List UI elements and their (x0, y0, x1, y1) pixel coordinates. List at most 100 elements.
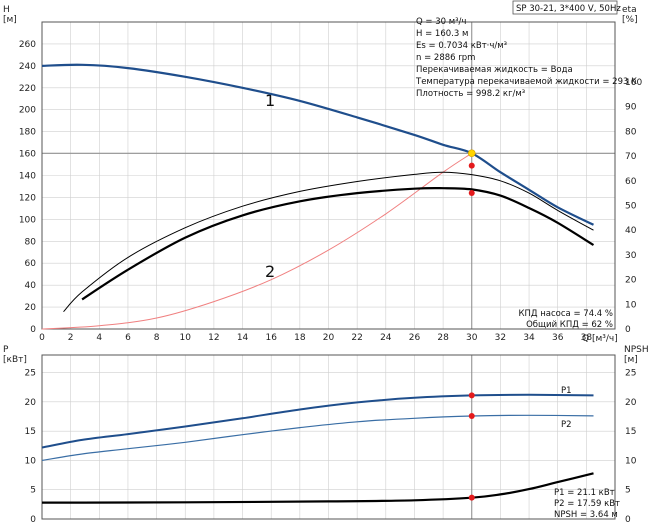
head-axis-label: H (3, 5, 10, 15)
eta-tick-label: 80 (625, 127, 637, 137)
eta-tick-label: 70 (625, 152, 637, 162)
head-tick-label: 100 (19, 215, 36, 225)
head-tick-label: 140 (19, 172, 36, 182)
x-tick-label: 8 (154, 333, 160, 343)
head-chart-curves (41, 63, 595, 330)
power-axis-label: P (3, 345, 9, 355)
curve-label-head: 1 (265, 91, 275, 110)
eta-tick-label: 30 (625, 251, 637, 261)
head-axis-unit: [м] (3, 15, 17, 25)
eta-tick-label: 40 (625, 226, 637, 236)
power-tick-label: 5 (30, 486, 36, 496)
x-tick-label: 16 (265, 333, 277, 343)
head-tick-label: 240 (19, 62, 36, 72)
pump-efficiency-note: КПД насоса = 74.4 % (518, 309, 613, 319)
npsh-tick-label: 5 (625, 486, 631, 496)
x-tick-label: 6 (125, 333, 131, 343)
duty-point-marker (468, 162, 475, 169)
x-tick-label: 36 (552, 333, 564, 343)
series-label-p1: P1 (561, 386, 572, 396)
power-tick-label: 15 (25, 427, 36, 437)
x-tick-label: 26 (409, 333, 421, 343)
power-tick-label: 10 (25, 456, 37, 466)
info-line: Es = 0.7034 кВт·ч/м³ (416, 41, 507, 51)
head-tick-label: 80 (25, 237, 37, 247)
head-tick-label: 200 (19, 106, 36, 116)
eta-axis-unit: [%] (622, 15, 638, 25)
npsh-curve (41, 472, 594, 504)
head-tick-label: 60 (25, 259, 37, 269)
duty-point-marker (467, 149, 476, 158)
x-tick-label: 38 (581, 333, 593, 343)
eta-tick-label: 0 (625, 325, 631, 335)
power-tick-label: 0 (30, 515, 36, 525)
npsh-tick-label: 10 (625, 456, 637, 466)
x-tick-label: 24 (380, 333, 392, 343)
x-tick-label: 14 (237, 333, 249, 343)
system-curve (41, 152, 473, 330)
p2-power-curve (41, 414, 594, 461)
eta-tick-label: 50 (625, 202, 637, 212)
info-line: Температура перекачиваемой жидкости = 29… (415, 77, 637, 87)
p2-note: P2 = 17.59 кВт (554, 499, 620, 509)
pump-title-box (512, 0, 618, 15)
x-tick-label: 0 (39, 333, 45, 343)
duty-point-marker (468, 392, 475, 399)
duty-point-marker (468, 494, 475, 501)
power-tick-label: 20 (25, 398, 37, 408)
head-tick-label: 160 (19, 150, 36, 160)
x-tick-label: 4 (96, 333, 102, 343)
operating-info: Q = 30 м³/ч H = 160.3 м Es = 0.7034 кВт·… (415, 17, 637, 99)
npsh-axis-unit: [м] (624, 355, 638, 365)
head-tick-label: 260 (19, 40, 36, 50)
power-chart-curves (41, 393, 594, 504)
pump-efficiency-curve (81, 187, 595, 301)
power-axis-unit: [кВт] (3, 355, 27, 365)
x-tick-label: 2 (68, 333, 74, 343)
flow-axis-label: Q [м³/ч] (582, 334, 618, 344)
x-tick-label: 12 (208, 333, 219, 343)
eta-tick-label: 100 (625, 78, 642, 88)
x-tick-label: 30 (466, 333, 478, 343)
npsh-tick-label: 15 (625, 427, 636, 437)
head-tick-label: 180 (19, 128, 36, 138)
p1-note: P1 = 21.1 кВт (554, 488, 615, 498)
duty-point-marker (468, 412, 475, 419)
total-efficiency-note: Общий КПД = 62 % (526, 320, 613, 330)
info-line: n = 2886 rpm (416, 53, 475, 63)
npsh-tick-label: 25 (625, 369, 636, 379)
power-tick-label: 25 (25, 369, 36, 379)
npsh-note: NPSH = 3.64 м (554, 510, 618, 520)
power-chart-frame (41, 354, 616, 520)
x-tick-label: 22 (351, 333, 362, 343)
eta-axis-label: eta (622, 5, 637, 15)
head-tick-label: 0 (30, 325, 36, 335)
head-chart-frame (41, 21, 616, 330)
npsh-tick-label: 0 (625, 515, 631, 525)
x-tick-label: 34 (523, 333, 535, 343)
x-tick-label: 10 (180, 333, 192, 343)
x-tick-label: 18 (294, 333, 306, 343)
eta-tick-label: 10 (625, 300, 637, 310)
duty-point-markers (467, 149, 476, 501)
info-line: Перекачиваемая жидкость = Вода (416, 65, 573, 75)
head-tick-label: 220 (19, 84, 36, 94)
eta-tick-label: 60 (625, 177, 637, 187)
info-line: Q = 30 м³/ч (416, 17, 466, 27)
eta-tick-label: 20 (625, 276, 637, 286)
info-line: H = 160.3 м (416, 29, 468, 39)
head-tick-label: 40 (25, 281, 37, 291)
pump-title: SP 30-21, 3*400 V, 50Hz (516, 4, 621, 14)
head-tick-label: 20 (25, 303, 37, 313)
x-tick-label: 32 (495, 333, 506, 343)
axis-tick-labels: 0 2 4 6 8 10 12 14 16 18 20 22 24 26 28 30 32 34 36 3802040… (19, 40, 643, 525)
npsh-tick-label: 20 (625, 398, 637, 408)
eta-tick-label: 90 (625, 103, 637, 113)
p1-power-curve (41, 393, 594, 449)
power-chart-grid (41, 355, 615, 519)
npsh-axis-label: NPSH (624, 345, 649, 355)
info-line: Плотность = 998.2 кг/м³ (416, 89, 525, 99)
total-efficiency-curve (63, 171, 594, 313)
series-label-p2: P2 (561, 420, 572, 430)
